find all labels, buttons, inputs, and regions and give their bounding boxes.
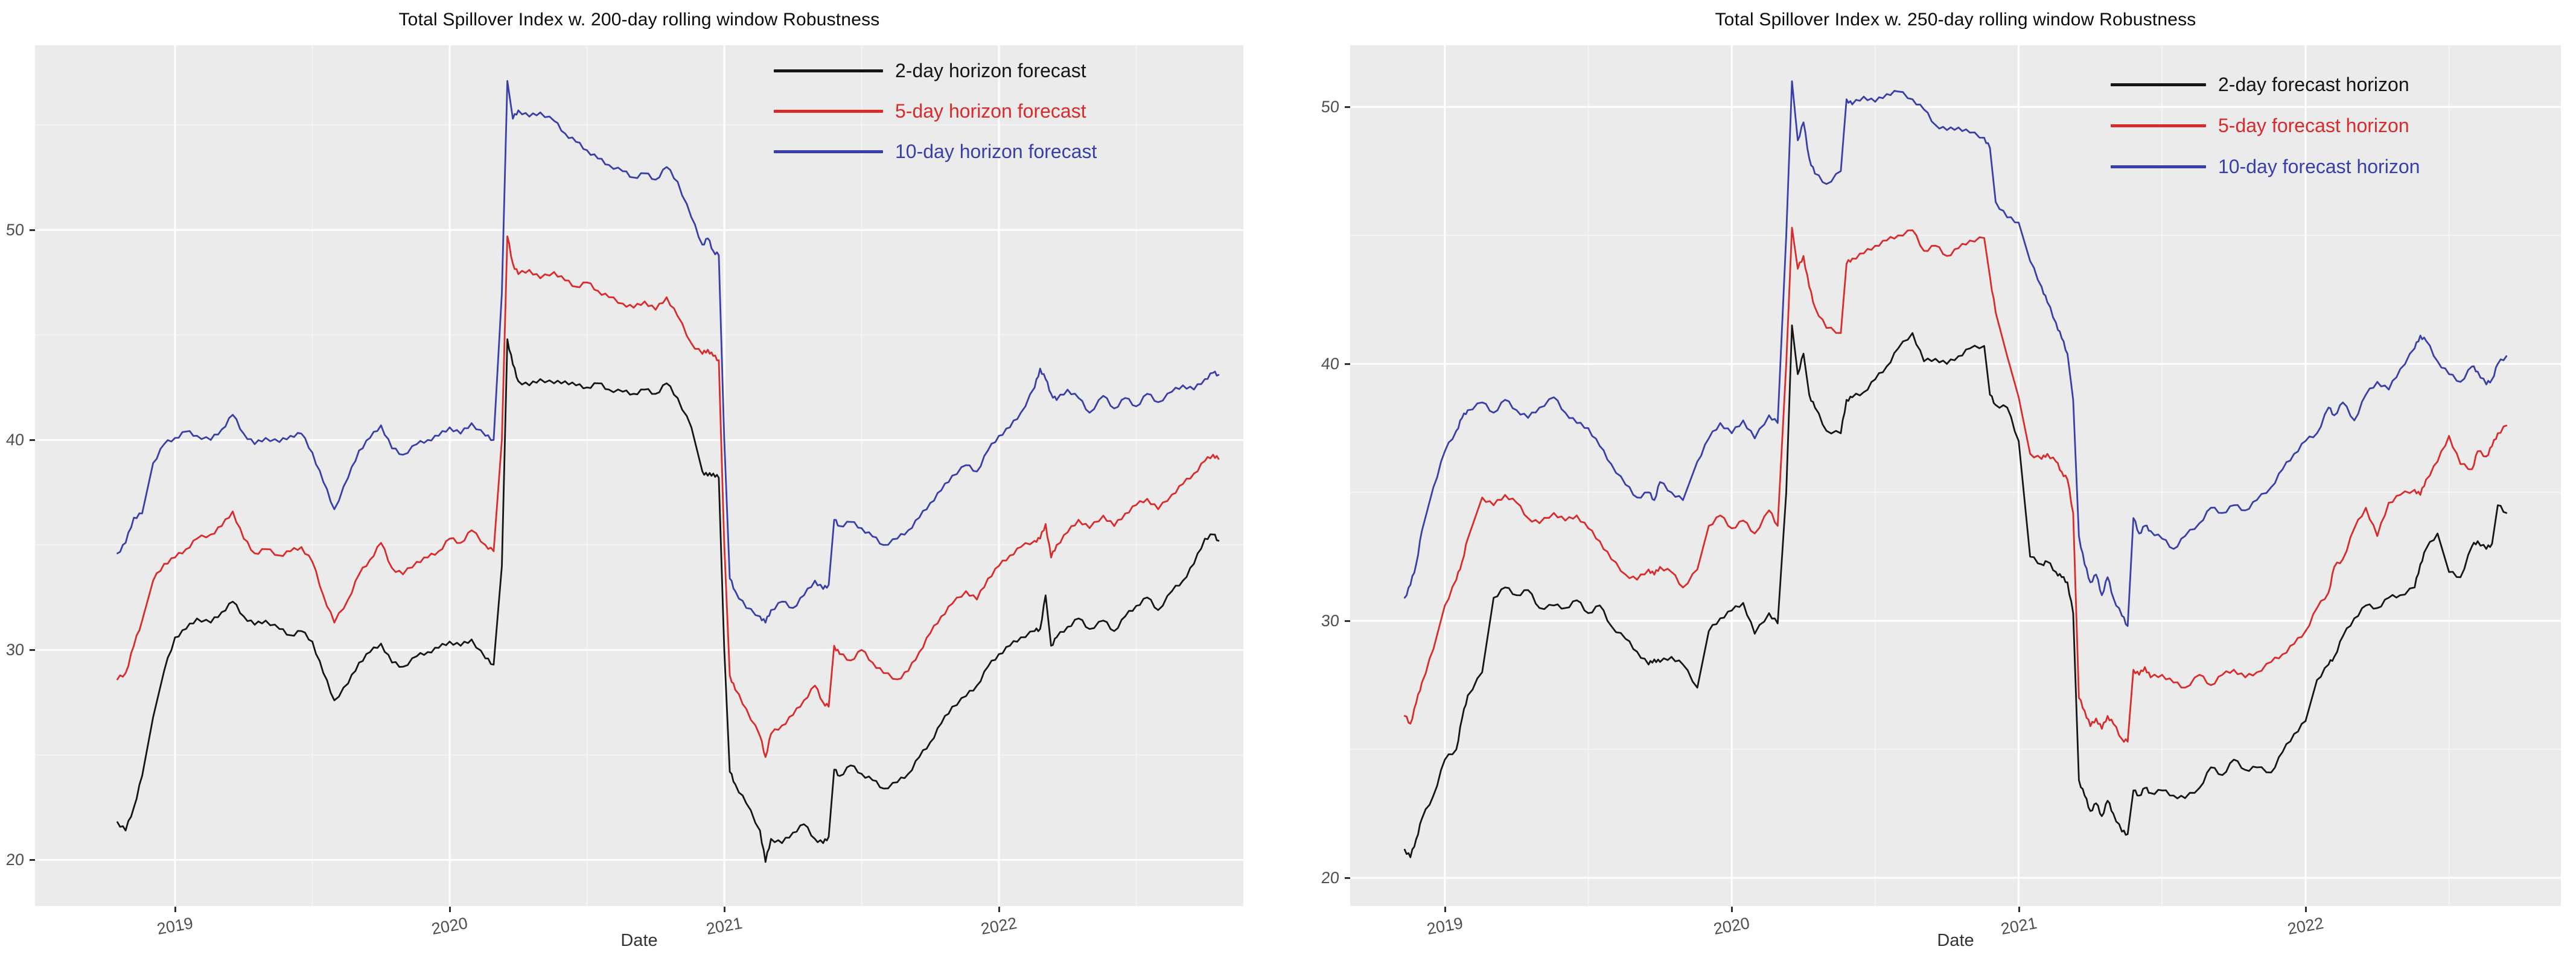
y-tick-label: 20: [1320, 869, 1341, 887]
legend-label: 2-day horizon forecast: [895, 60, 1086, 81]
legend-label: 5-day forecast horizon: [2218, 114, 2409, 136]
legend-row: 5-day forecast horizon: [2111, 105, 2420, 146]
legend-row: 10-day horizon forecast: [774, 132, 1097, 172]
series-line-2-day: [116, 338, 1220, 863]
legend-label: 5-day horizon forecast: [895, 100, 1086, 122]
plot-panel: [1350, 45, 2561, 906]
y-tick-mark: [30, 229, 35, 232]
x-tick-mark: [998, 907, 1001, 912]
y-tick-mark: [30, 439, 35, 442]
legend: 2-day forecast horizon 5-day forecast hor…: [2111, 64, 2420, 187]
x-tick-label: 2022: [2286, 914, 2326, 938]
y-tick-label: 30: [1320, 612, 1341, 630]
x-tick-mark: [1731, 907, 1733, 912]
y-tick-mark: [1345, 106, 1350, 109]
x-tick-mark: [174, 907, 177, 912]
x-axis-title: Date: [1937, 931, 1974, 950]
legend-row: 2-day horizon forecast: [774, 51, 1097, 91]
legend-key-line: [2111, 165, 2206, 168]
y-tick-label: 50: [1320, 98, 1341, 116]
series-line-5-day: [1403, 227, 2508, 743]
plot-panel: [35, 45, 1243, 906]
legend-key-line: [774, 110, 883, 113]
panel-background: [1350, 45, 2561, 906]
x-tick-mark: [1444, 907, 1446, 912]
series-line-5-day: [116, 235, 1220, 758]
y-tick-mark: [1345, 620, 1350, 623]
x-tick-mark: [724, 907, 726, 912]
series-line-10-day: [116, 80, 1220, 624]
panel-background: [35, 45, 1243, 906]
legend-key-line: [2111, 83, 2206, 86]
legend-row: 5-day horizon forecast: [774, 91, 1097, 132]
y-tick-mark: [30, 859, 35, 861]
x-tick-label: 2020: [1712, 914, 1752, 938]
legend-label: 10-day forecast horizon: [2218, 155, 2420, 177]
series-line-10-day: [1403, 80, 2508, 627]
x-tick-mark: [2304, 907, 2307, 912]
legend-label: 2-day forecast horizon: [2218, 73, 2409, 95]
y-tick-mark: [1345, 363, 1350, 366]
legend: 2-day horizon forecast 5-day horizon fore…: [774, 51, 1097, 172]
legend-key-line: [2111, 124, 2206, 127]
legend-label: 10-day horizon forecast: [895, 141, 1097, 162]
legend-row: 10-day forecast horizon: [2111, 146, 2420, 187]
y-tick-mark: [1345, 877, 1350, 880]
legend-key-line: [774, 69, 883, 72]
y-tick-label: 40: [1320, 355, 1341, 373]
y-tick-mark: [30, 649, 35, 652]
x-tick-label: 2021: [1999, 914, 2038, 938]
x-tick-mark: [2018, 907, 2020, 912]
chart-title: Total Spillover Index w. 200-day rolling…: [398, 10, 880, 30]
chart-title: Total Spillover Index w. 250-day rolling…: [1715, 10, 2196, 30]
legend-key-line: [774, 150, 883, 153]
x-tick-label: 2019: [1425, 914, 1464, 938]
series-line-2-day: [1403, 324, 2508, 858]
x-axis-title: Date: [620, 931, 658, 950]
legend-row: 2-day forecast horizon: [2111, 64, 2420, 105]
x-tick-mark: [449, 907, 451, 912]
